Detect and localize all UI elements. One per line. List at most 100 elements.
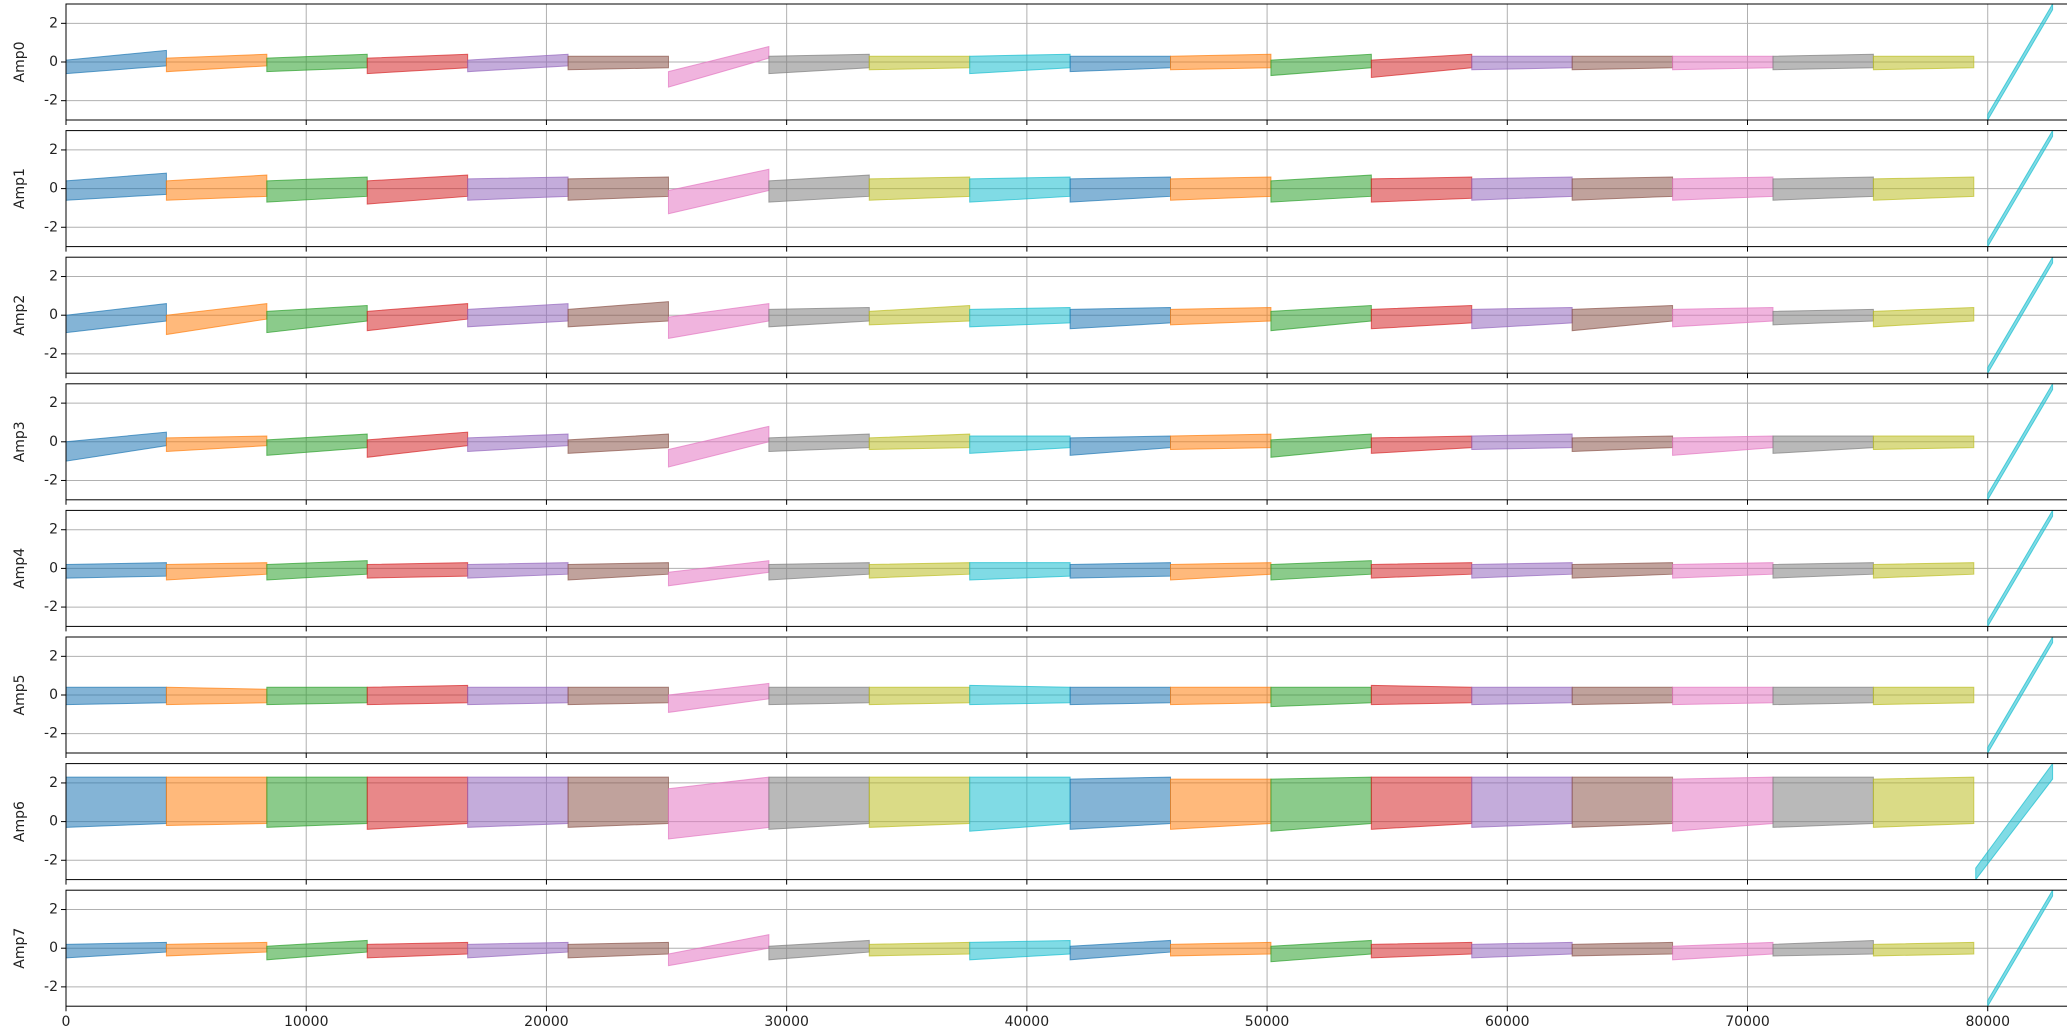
signal-band — [1471, 941, 1573, 959]
signal-band — [1987, 637, 2054, 753]
signal-band — [66, 431, 167, 462]
signal-band — [1270, 776, 1372, 832]
signal-band — [969, 562, 1071, 581]
signal-band — [1270, 174, 1372, 203]
signal-band — [266, 433, 368, 456]
x-tick-label: 70000 — [1725, 1014, 1770, 1030]
subplot: -2 0 2 Amp5 — [12, 636, 2067, 758]
signal-band — [1987, 383, 2054, 500]
signal-band — [667, 168, 770, 215]
plot-area — [66, 257, 2054, 374]
signal-band — [1672, 435, 1774, 456]
signal-band — [969, 176, 1071, 203]
x-tick-label: 40000 — [1005, 1014, 1050, 1030]
signal-band — [165, 53, 268, 73]
signal-band — [66, 941, 167, 959]
signal-band — [1571, 941, 1674, 957]
y-tick-label: -2 — [44, 726, 58, 742]
signal-band — [1170, 562, 1272, 581]
signal-band — [667, 776, 770, 840]
signal-band — [1370, 941, 1473, 959]
signal-band — [366, 776, 469, 830]
signal-band — [567, 176, 669, 201]
signal-band — [467, 562, 569, 579]
signal-band — [1370, 435, 1473, 454]
y-axis-label: Amp1 — [12, 168, 28, 209]
signal-band — [1872, 941, 1975, 957]
signal-band — [165, 562, 268, 581]
signal-band — [1069, 939, 1172, 961]
signal-band — [1170, 176, 1272, 201]
signal-band — [467, 686, 569, 706]
plot-area — [66, 4, 2054, 120]
y-tick-label: -2 — [44, 472, 58, 488]
signal-band — [1772, 53, 1874, 71]
signal-band — [1672, 686, 1774, 706]
signal-band — [868, 305, 971, 326]
signal-band — [1471, 176, 1573, 201]
y-tick-label: 2 — [49, 15, 58, 31]
signal-band — [1672, 941, 1774, 961]
signal-band — [1069, 55, 1172, 73]
signal-band — [768, 776, 870, 830]
signal-band — [1772, 776, 1874, 828]
signal-band — [567, 776, 669, 828]
axes-frame — [65, 130, 2067, 248]
signal-band — [1772, 686, 1874, 706]
signal-band — [1471, 686, 1573, 706]
axes-frame — [65, 256, 2067, 374]
signal-band — [266, 305, 368, 334]
y-axis-label: Amp2 — [12, 295, 28, 336]
axes-frame — [65, 889, 2067, 1007]
signal-band — [1571, 435, 1674, 452]
signal-band — [1987, 130, 2054, 247]
signal-band — [768, 686, 870, 706]
signal-band — [768, 562, 870, 581]
signal-band — [1069, 435, 1172, 456]
signal-band — [868, 941, 971, 957]
signal-band — [467, 176, 569, 201]
signal-band — [1170, 306, 1272, 326]
signal-band — [266, 939, 368, 961]
x-tick-label: 10000 — [284, 1014, 329, 1030]
signal-band — [1370, 776, 1473, 830]
subplot: -2 0 2 Amp2 — [12, 256, 2067, 379]
signal-band — [366, 684, 469, 706]
signal-band — [1471, 562, 1573, 579]
subplot: -2 0 2 Amp0 — [12, 3, 2067, 125]
signal-band — [1170, 433, 1272, 451]
y-tick-label: 0 — [49, 54, 58, 70]
signal-band — [165, 174, 268, 201]
signal-band — [1672, 776, 1774, 832]
signal-band — [1170, 686, 1272, 706]
signal-band — [1571, 562, 1674, 579]
signal-band — [1069, 562, 1172, 579]
y-tick-label: 2 — [49, 142, 58, 158]
axes-frame — [65, 636, 2067, 754]
signal-band — [1872, 306, 1975, 328]
signal-band — [467, 776, 569, 828]
signal-band — [567, 562, 669, 581]
signal-band — [868, 686, 971, 706]
signal-band — [768, 174, 870, 203]
y-tick-label: 0 — [49, 814, 58, 830]
y-tick-label: -2 — [44, 346, 58, 362]
signal-band — [1471, 433, 1573, 451]
signal-band — [165, 686, 268, 706]
plot-area — [66, 510, 2054, 627]
signal-band — [768, 433, 870, 452]
signal-band — [366, 174, 469, 205]
signal-band — [868, 176, 971, 201]
signal-band — [66, 49, 167, 75]
y-axis-label: Amp7 — [12, 928, 28, 969]
signal-band — [1672, 562, 1774, 579]
signal-band — [1170, 941, 1272, 957]
y-tick-label: 2 — [49, 775, 58, 791]
signal-band — [969, 939, 1071, 961]
signal-band — [1772, 562, 1874, 579]
signal-band — [266, 686, 368, 706]
y-tick-label: 2 — [49, 269, 58, 285]
signal-band — [868, 562, 971, 579]
signal-band — [266, 560, 368, 581]
signal-band — [1872, 562, 1975, 579]
